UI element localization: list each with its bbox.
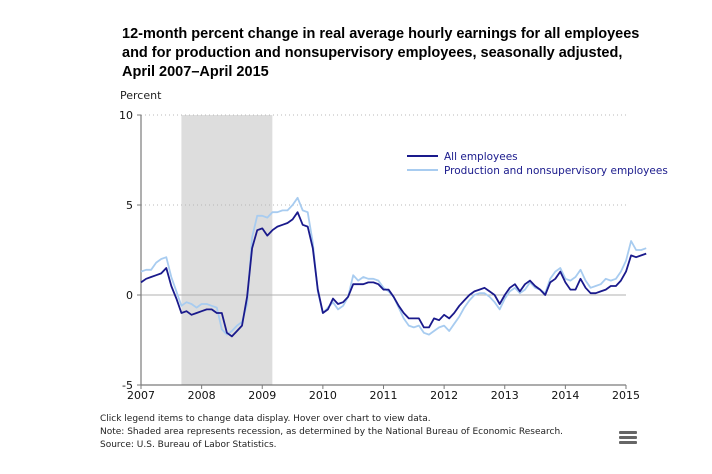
recession-note: Note: Shaded area represents recession, … <box>100 427 564 437</box>
legend-item-production-nonsupervisory[interactable]: Production and nonsupervisory employees <box>407 165 668 177</box>
x-tick-label: 2015 <box>612 389 640 402</box>
chart-title-line-3: April 2007–April 2015 <box>122 64 269 80</box>
chart-notes: Click legend items to change data displa… <box>100 413 563 452</box>
y-tick-label: 5 <box>126 199 133 212</box>
series-line-all-employees[interactable] <box>140 211 647 338</box>
chart-title-line-2: and for production and nonsupervisory em… <box>122 45 623 61</box>
x-tick-label: 2012 <box>430 389 458 402</box>
x-tick-label: 2007 <box>127 389 155 402</box>
source-note: Source: U.S. Bureau of Labor Statistics. <box>100 440 277 450</box>
hamburger-menu-icon[interactable] <box>619 431 637 446</box>
instructions-note: Click legend items to change data displa… <box>100 414 431 424</box>
chart-title: 12-month percent change in real average … <box>122 25 682 82</box>
x-tick-label: 2009 <box>248 389 276 402</box>
x-tick-label: 2014 <box>551 389 579 402</box>
x-tick-label: 2013 <box>491 389 519 402</box>
legend-label: Production and nonsupervisory employees <box>444 165 668 177</box>
x-tick-label: 2008 <box>188 389 216 402</box>
y-tick-label: 0 <box>126 289 133 302</box>
y-axis-title: Percent <box>120 89 162 102</box>
y-tick-label: -5 <box>122 379 133 392</box>
x-tick-label: 2011 <box>370 389 398 402</box>
line-chart[interactable]: -5 0 5 10 2007 2008 2009 2010 2011 2012 2013 2014 20… <box>0 0 712 410</box>
menu-bar <box>619 431 637 434</box>
x-tick-label: 2010 <box>309 389 337 402</box>
recession-shading <box>181 115 273 385</box>
menu-bar <box>619 436 637 439</box>
menu-bar <box>619 441 637 444</box>
legend-label: All employees <box>444 151 518 163</box>
legend-item-all-employees[interactable]: All employees <box>407 151 518 163</box>
y-tick-label: 10 <box>119 109 133 122</box>
chart-title-line-1: 12-month percent change in real average … <box>122 26 640 42</box>
